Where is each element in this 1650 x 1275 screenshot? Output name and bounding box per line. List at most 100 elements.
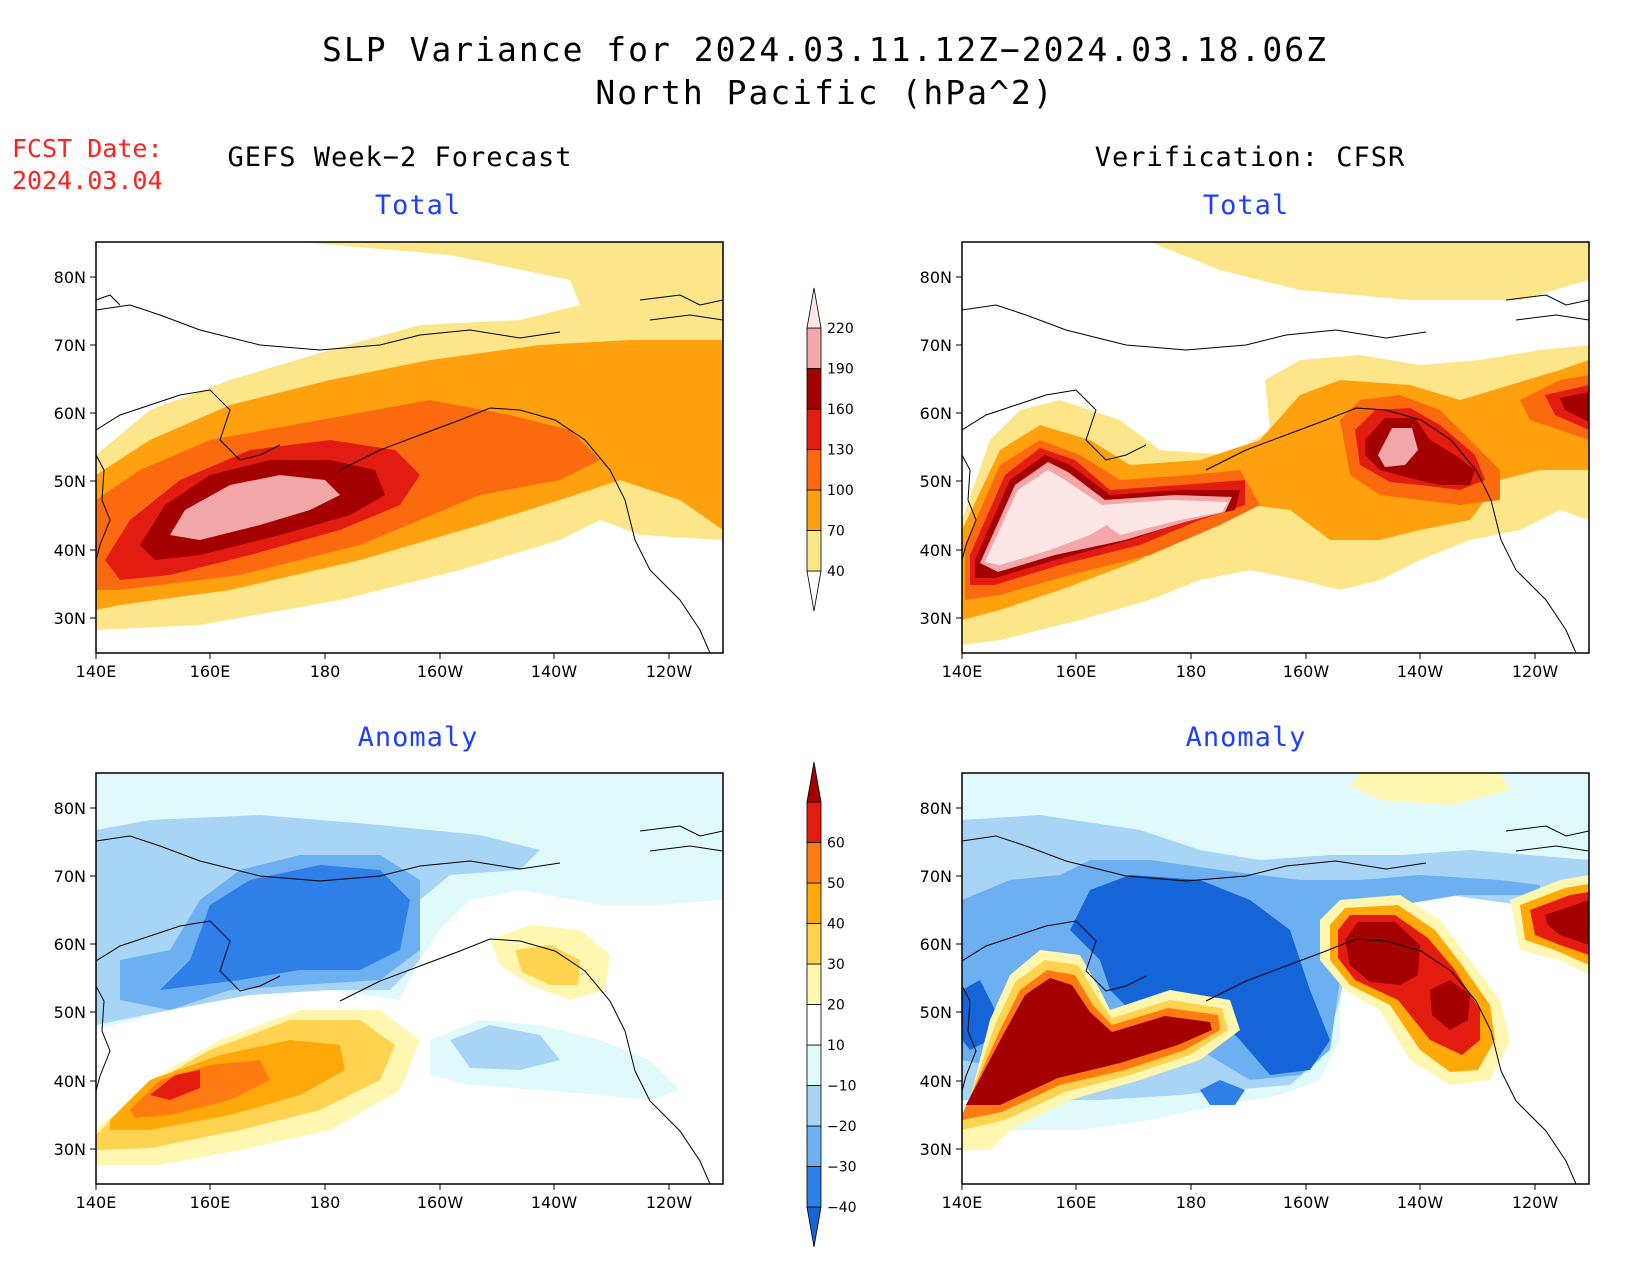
- lon-tick-label: 180: [310, 1193, 341, 1212]
- lat-tick-label: 40N: [920, 541, 952, 560]
- coastlines: [962, 825, 1589, 1184]
- lat-tick-label: 30N: [920, 1140, 952, 1159]
- colorbar-upper-triangle: [806, 761, 822, 803]
- lon-tick-label: 140W: [531, 1193, 578, 1212]
- colorbar-segment: [806, 489, 822, 531]
- verification-anomaly-map: [961, 772, 1590, 1185]
- lon-tick-label: 180: [1176, 1193, 1207, 1212]
- lon-tick-label: 120W: [646, 662, 693, 681]
- lat-tick-label: 80N: [54, 799, 86, 818]
- lat-tick-label: 30N: [54, 1140, 86, 1159]
- colorbar-label: 50: [827, 876, 845, 892]
- colorbar-segment: [806, 1125, 822, 1167]
- lat-tick-label: 70N: [920, 867, 952, 886]
- contour-plus40: [130, 1060, 270, 1118]
- colorbar-segment: [806, 801, 822, 843]
- contour-plus50-alaska: [1345, 922, 1420, 985]
- colorbar-segment: [806, 408, 822, 450]
- lon-tick-label: 140W: [531, 662, 578, 681]
- forecast-total-title: Total: [374, 190, 462, 221]
- colorbar-label: 40: [827, 917, 845, 933]
- colorbar-lower-triangle: [806, 570, 822, 612]
- lat-tick-label: 80N: [920, 799, 952, 818]
- lat-tick-label: 70N: [920, 336, 952, 355]
- colorbar-segment: [806, 923, 822, 965]
- colorbar-upper-triangle: [806, 287, 822, 329]
- lat-tick-label: 40N: [920, 1072, 952, 1091]
- lat-tick-label: 40N: [54, 1072, 86, 1091]
- colorbar-segment: [806, 449, 822, 491]
- colorbar-label: 160: [827, 402, 854, 418]
- lat-tick-label: 50N: [920, 472, 952, 491]
- colorbar-label: 190: [827, 362, 854, 378]
- colorbar-segment: [806, 327, 822, 369]
- colorbar-label: 220: [827, 321, 854, 337]
- lon-tick-label: 160E: [1056, 1193, 1097, 1212]
- colorbar-label: 20: [827, 998, 845, 1014]
- colorbar-segment: [806, 1004, 822, 1046]
- lon-tick-label: 160W: [1283, 1193, 1330, 1212]
- verification-total-map: [961, 241, 1590, 654]
- colorbar-segment: [806, 1085, 822, 1127]
- lat-tick-label: 60N: [920, 404, 952, 423]
- contour-40-north: [1150, 242, 1589, 300]
- lat-tick-label: 70N: [54, 336, 86, 355]
- contour-190-alaska: [1378, 428, 1418, 467]
- colorbar-segment: [806, 882, 822, 924]
- contour-minus20-mid: [450, 1025, 560, 1070]
- lon-tick-label: 140W: [1397, 662, 1444, 681]
- lon-tick-label: 140E: [76, 1193, 117, 1212]
- contour-plus50: [150, 1070, 200, 1100]
- lon-tick-label: 160E: [1056, 662, 1097, 681]
- lat-tick-label: 50N: [54, 472, 86, 491]
- contour-plus20-alaska: [515, 945, 580, 985]
- lat-tick-label: 70N: [54, 867, 86, 886]
- lon-tick-label: 180: [310, 662, 341, 681]
- contour-220: [985, 470, 1120, 565]
- contour-minus40: [160, 865, 410, 990]
- chart-subtitle: North Pacific (hPa^2): [595, 73, 1055, 112]
- colorbar-segment: [806, 368, 822, 410]
- forecast-date-label: FCST Date:: [12, 134, 163, 163]
- lon-tick-label: 120W: [1512, 1193, 1559, 1212]
- colorbar-label: 70: [827, 524, 845, 540]
- verification-total-title: Total: [1202, 190, 1290, 221]
- colorbar-label: −40: [827, 1200, 857, 1216]
- colorbar-segment: [806, 1044, 822, 1086]
- forecast-anomaly-title: Anomaly: [357, 722, 479, 753]
- colorbar-label: 30: [827, 957, 845, 973]
- lon-tick-label: 120W: [1512, 662, 1559, 681]
- contour-minus40-small: [1200, 1080, 1245, 1105]
- colorbar-label: −10: [827, 1079, 857, 1095]
- contour-plus50-bc: [1430, 980, 1470, 1030]
- colorbar-segment: [806, 963, 822, 1005]
- lon-tick-label: 160E: [190, 1193, 231, 1212]
- lon-tick-label: 180: [1176, 662, 1207, 681]
- left-column-heading: GEFS Week−2 Forecast: [227, 142, 573, 173]
- colorbar-label: 60: [827, 836, 845, 852]
- total-colorbar: 40 70 100 130 160 190 220: [806, 287, 854, 612]
- contour-minus40: [1070, 875, 1330, 1075]
- lat-tick-label: 50N: [54, 1003, 86, 1022]
- coastlines: [962, 294, 1589, 653]
- axis-labels: 80N 70N 60N 50N 40N 30N 140E 160E 180 160W 140W 120…: [54, 268, 1559, 1212]
- lat-tick-label: 60N: [54, 935, 86, 954]
- lon-tick-label: 160W: [417, 662, 464, 681]
- lat-tick-label: 30N: [54, 609, 86, 628]
- lat-tick-label: 80N: [54, 268, 86, 287]
- lon-tick-label: 140E: [942, 1193, 983, 1212]
- colorbar-label: −30: [827, 1160, 857, 1176]
- colorbar-label: −20: [827, 1119, 857, 1135]
- colorbar-label: 100: [827, 483, 854, 499]
- lat-tick-label: 60N: [920, 935, 952, 954]
- lon-tick-label: 160W: [1283, 662, 1330, 681]
- contour-minus40-west: [962, 980, 995, 1050]
- lon-tick-label: 160E: [190, 662, 231, 681]
- lon-tick-label: 160W: [417, 1193, 464, 1212]
- lon-tick-label: 140E: [942, 662, 983, 681]
- lat-tick-label: 50N: [920, 1003, 952, 1022]
- colorbar-segment: [806, 530, 822, 572]
- colorbar-label: 10: [827, 1038, 845, 1054]
- contour-190: [170, 475, 340, 540]
